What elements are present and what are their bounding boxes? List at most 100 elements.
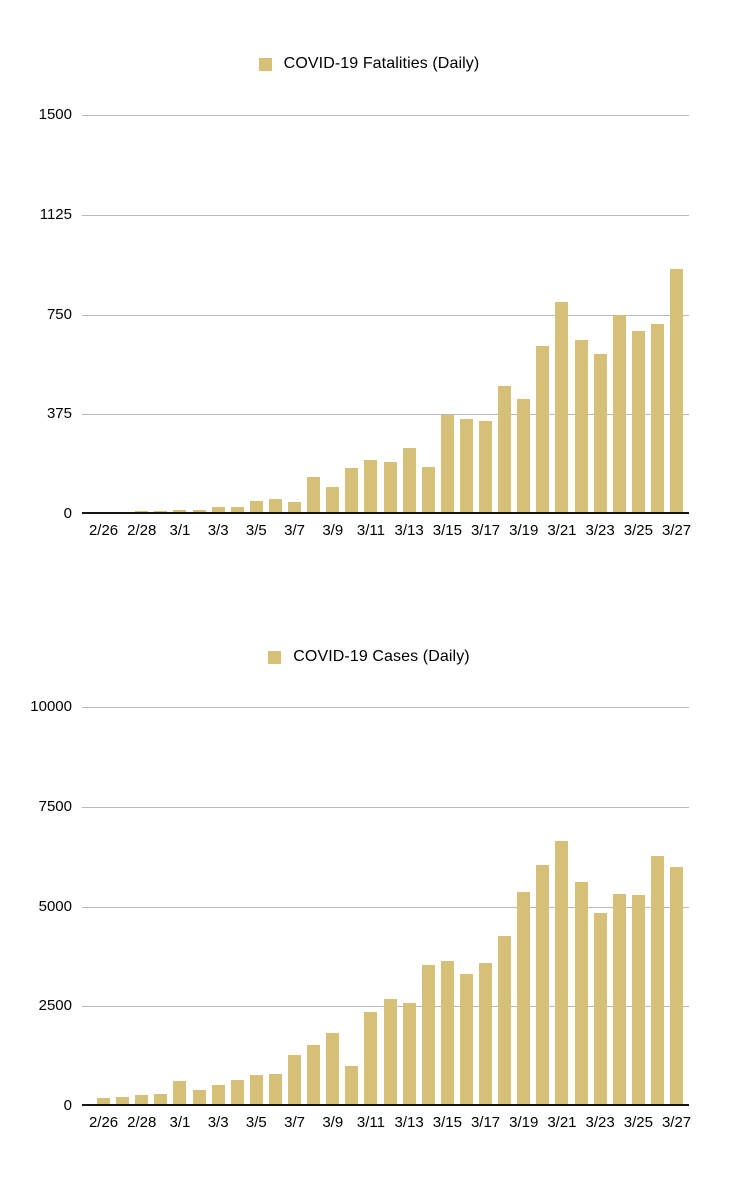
bar xyxy=(364,460,378,512)
y-tick-label: 5000 xyxy=(38,897,72,915)
bar xyxy=(402,447,416,512)
bar xyxy=(154,510,168,512)
x-tick-label: 2/26 xyxy=(88,1114,119,1131)
bar xyxy=(459,419,473,512)
bar xyxy=(612,894,626,1104)
x-tick-label: 3/19 xyxy=(509,522,539,539)
gridline xyxy=(82,1006,689,1008)
bar xyxy=(116,1097,130,1104)
x-tick-label: 3/19 xyxy=(509,1114,539,1131)
bar xyxy=(383,462,397,512)
bar xyxy=(326,486,340,512)
plot-area xyxy=(82,115,689,514)
bar xyxy=(135,1095,149,1104)
legend-label: COVID-19 Cases (Daily) xyxy=(293,648,470,665)
gridline xyxy=(82,414,689,416)
bar xyxy=(479,421,493,512)
x-tick-label: 3/13 xyxy=(394,1114,424,1131)
x-tick-label: 3/7 xyxy=(284,1114,305,1131)
bar xyxy=(173,1081,187,1104)
bar xyxy=(364,1011,378,1104)
bar xyxy=(307,477,321,512)
x-tick-label: 3/1 xyxy=(169,1114,191,1131)
y-tick-label: 750 xyxy=(46,305,72,323)
bar xyxy=(440,414,454,512)
bar xyxy=(670,867,684,1104)
bar xyxy=(97,1098,111,1104)
bar xyxy=(517,398,531,512)
x-tick-label: 3/17 xyxy=(470,1114,501,1131)
bar xyxy=(230,507,244,512)
gridline xyxy=(82,314,689,316)
bar xyxy=(536,346,550,512)
bar xyxy=(555,302,569,512)
bar xyxy=(307,1045,321,1104)
bar xyxy=(249,1074,263,1104)
y-tick-label: 375 xyxy=(46,405,72,423)
y-tick-label: 0 xyxy=(63,1097,72,1114)
bar xyxy=(211,1085,225,1104)
x-tick-label: 2/26 xyxy=(88,522,119,539)
bar xyxy=(498,386,512,512)
gridline xyxy=(82,214,689,216)
bar xyxy=(230,1080,244,1104)
x-tick-label: 3/15 xyxy=(432,1114,462,1131)
x-tick-label: 3/27 xyxy=(661,1114,692,1131)
gridline xyxy=(82,906,689,908)
x-tick-label: 3/27 xyxy=(661,522,692,539)
x-tick-label: 3/5 xyxy=(245,522,267,539)
x-tick-label: 3/9 xyxy=(322,522,344,539)
bar xyxy=(631,895,645,1104)
bar xyxy=(536,865,550,1104)
bar xyxy=(440,960,454,1104)
legend: COVID-19 Cases (Daily) xyxy=(0,648,738,666)
bar xyxy=(574,881,588,1104)
x-tick-label: 2/28 xyxy=(127,1114,157,1131)
bar xyxy=(383,998,397,1104)
bar xyxy=(288,502,302,512)
bar xyxy=(192,1090,206,1104)
bar xyxy=(402,1003,416,1104)
bar xyxy=(345,467,359,512)
bar xyxy=(268,499,282,512)
legend-label: COVID-19 Fatalities (Daily) xyxy=(283,55,480,72)
bar xyxy=(192,509,206,512)
bar xyxy=(421,964,435,1104)
bar xyxy=(288,1054,302,1104)
bar xyxy=(650,856,664,1104)
bar xyxy=(345,1065,359,1104)
x-tick-label: 3/17 xyxy=(470,522,501,539)
x-tick-label: 3/7 xyxy=(284,522,305,539)
x-tick-label: 3/25 xyxy=(623,522,653,539)
bar xyxy=(421,466,435,512)
bar xyxy=(593,354,607,512)
gridline xyxy=(82,707,689,708)
legend-swatch xyxy=(268,650,282,664)
x-tick-label: 3/25 xyxy=(623,1114,653,1131)
bar xyxy=(479,963,493,1104)
bar xyxy=(498,935,512,1104)
bar xyxy=(135,511,149,512)
bar xyxy=(612,315,626,512)
y-tick-label: 7500 xyxy=(38,797,72,815)
x-tick-label: 3/23 xyxy=(585,1114,615,1131)
y-tick-label: 2500 xyxy=(38,997,72,1015)
x-tick-label: 3/3 xyxy=(207,522,229,539)
bar xyxy=(650,323,664,512)
x-tick-label: 3/3 xyxy=(207,1114,229,1131)
bar xyxy=(268,1073,282,1104)
plot-area xyxy=(82,707,689,1106)
bar xyxy=(211,507,225,512)
x-tick-label: 3/5 xyxy=(245,1114,267,1131)
x-tick-label: 3/21 xyxy=(547,1114,577,1131)
y-tick-label: 10000 xyxy=(30,698,72,715)
x-tick-label: 3/1 xyxy=(169,522,191,539)
bar xyxy=(631,331,645,512)
y-tick-label: 0 xyxy=(63,505,72,522)
x-tick-label: 3/11 xyxy=(356,522,385,539)
x-tick-label: 3/9 xyxy=(322,1114,344,1131)
bar xyxy=(574,340,588,512)
x-axis-baseline xyxy=(82,512,689,514)
